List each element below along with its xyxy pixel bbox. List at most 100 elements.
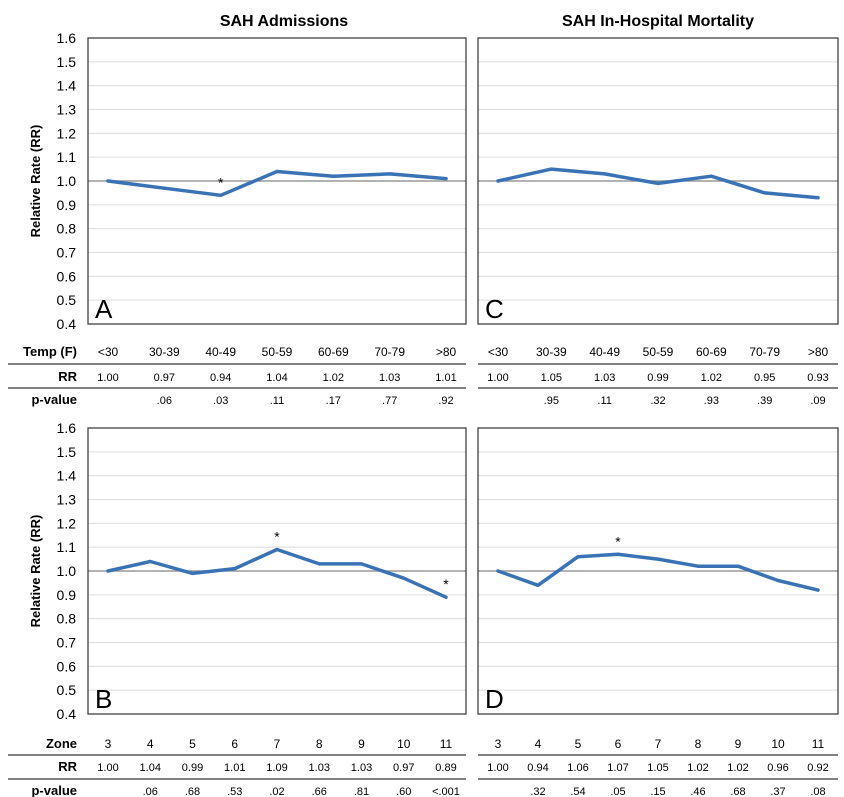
y-tick-label: 1.2	[57, 515, 77, 531]
y-tick-label: 0.7	[57, 635, 77, 651]
p-value: .08	[810, 786, 825, 797]
y-tick-label: 0.7	[57, 245, 77, 261]
y-tick-label: 0.9	[57, 587, 77, 603]
x-category-label: 3	[495, 737, 502, 751]
y-tick-label: 1.5	[57, 444, 77, 460]
rr-value: 1.02	[687, 762, 708, 774]
rr-value: 1.03	[351, 762, 372, 774]
x-category-label: 40-49	[205, 345, 236, 359]
title-right: SAH In-Hospital Mortality	[562, 13, 754, 30]
x-category-label: 11	[440, 737, 453, 751]
significance-marker: *	[615, 533, 621, 549]
p-value: .06	[157, 395, 172, 407]
data-point	[616, 552, 620, 556]
p-value: .11	[597, 395, 611, 407]
rr-value: 0.97	[154, 372, 175, 384]
table-p-header: p-value	[31, 783, 77, 797]
data-point	[190, 571, 195, 575]
table-category-header: Temp (F)	[23, 344, 77, 359]
rr-value: 0.94	[527, 762, 548, 774]
rr-value: 0.89	[435, 762, 456, 774]
p-value: .46	[690, 786, 705, 797]
data-point	[162, 186, 166, 190]
y-tick-label: 1.0	[57, 563, 77, 579]
p-value: .68	[730, 786, 745, 797]
plot-frame	[477, 37, 839, 325]
y-tick-label: 1.3	[57, 492, 77, 508]
title-left: SAH Admissions	[220, 13, 348, 30]
rr-value: 0.95	[754, 372, 775, 384]
table-rr-header: RR	[58, 759, 77, 774]
x-category-label: 9	[735, 737, 742, 751]
x-category-label: 50-59	[262, 345, 293, 359]
data-point	[496, 179, 500, 183]
p-value: .06	[143, 786, 158, 797]
x-category-label: >80	[436, 345, 457, 359]
data-point	[402, 576, 406, 580]
y-tick-label: 1.6	[57, 30, 77, 46]
y-tick-label: 1.1	[57, 149, 77, 165]
data-point	[444, 177, 448, 181]
y-tick-label: 0.4	[57, 316, 77, 332]
p-value: .68	[185, 786, 200, 797]
data-point	[709, 174, 713, 178]
p-value: .02	[269, 786, 284, 797]
rr-value: 1.02	[727, 762, 748, 774]
data-point	[331, 174, 335, 178]
p-value: .77	[382, 395, 397, 407]
x-category-label: 60-69	[696, 345, 727, 359]
data-point	[388, 172, 392, 176]
x-category-label: 50-59	[643, 345, 674, 359]
rr-value: 1.00	[487, 762, 508, 774]
p-value: .66	[312, 786, 327, 797]
rr-value: 1.03	[594, 372, 615, 384]
data-point	[219, 193, 223, 197]
y-axis-label: Relative Rate (RR)	[28, 125, 43, 238]
y-tick-label: 0.6	[57, 268, 77, 284]
data-point	[656, 181, 660, 185]
x-category-label: 7	[655, 737, 662, 751]
p-value: .39	[757, 395, 772, 407]
x-category-label: 4	[147, 737, 154, 751]
significance-marker: *	[274, 529, 280, 545]
data-point	[763, 191, 767, 195]
data-point	[656, 557, 660, 561]
data-point	[359, 562, 364, 566]
x-category-label: 7	[274, 737, 281, 751]
p-value: .93	[704, 395, 719, 407]
x-category-label: 30-39	[149, 345, 180, 359]
table-p-header: p-value	[31, 392, 77, 407]
y-tick-label: 1.4	[57, 468, 77, 484]
rr-value: 1.01	[435, 372, 456, 384]
p-value: <.001	[432, 786, 460, 797]
data-point	[536, 583, 540, 587]
y-tick-label: 0.4	[57, 706, 77, 722]
rr-value: 1.07	[607, 762, 628, 774]
p-value: .53	[227, 786, 242, 797]
panel-letter: B	[95, 684, 112, 714]
data-point	[275, 169, 279, 174]
x-category-label: 4	[535, 737, 542, 751]
plot-frame	[477, 427, 839, 715]
y-tick-label: 0.5	[57, 292, 77, 308]
p-value: .54	[570, 786, 585, 797]
x-category-label: 30-39	[536, 345, 567, 359]
x-category-label: 40-49	[589, 345, 620, 359]
data-point	[696, 564, 700, 568]
y-tick-label: 1.1	[57, 539, 77, 555]
panel-D: * D 3 4 5 6 7 8 9 10 11 1.00 0.94 1.06 1.07 1.05 1.02 1.0…	[477, 427, 839, 797]
x-category-label: 5	[189, 737, 196, 751]
rr-value: 1.04	[266, 372, 287, 384]
data-point	[106, 569, 110, 573]
panel-A: 1.6 1.5 1.4 1.3 1.2 1.1 1.0 0.9 0.8 0.7 0.6 0.5 0.4 R…	[8, 30, 467, 407]
data-point	[233, 567, 237, 571]
rr-value: 1.09	[266, 762, 287, 774]
x-category-label: 60-69	[318, 345, 349, 359]
rr-value: 0.93	[807, 372, 828, 384]
p-value: .09	[810, 395, 825, 407]
y-tick-label: 1.4	[57, 78, 77, 94]
table-rr-header: RR	[58, 369, 77, 384]
y-tick-label: 1.5	[57, 54, 77, 70]
panel-letter: C	[485, 294, 504, 324]
p-value: .92	[438, 395, 453, 407]
